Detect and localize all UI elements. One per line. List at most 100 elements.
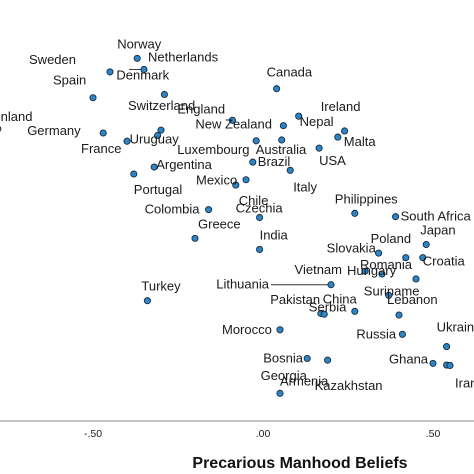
point-switzerland [157,126,165,134]
label-slovakia: Slovakia [327,241,377,256]
label-poland: Poland [371,231,411,246]
label-hungary: Hungary [347,263,397,278]
point-ukraine [443,343,451,351]
leader-lines [129,68,328,286]
point-brazil [249,158,257,166]
label-ireland: Ireland [321,99,361,114]
label-south-africa: South Africa [401,209,472,224]
point-philippines [351,209,359,217]
label-croatia: Croatia [423,254,466,269]
label-bosnia: Bosnia [263,351,304,366]
label-malta: Malta [344,134,377,149]
point-spain [89,94,97,102]
point-malta [334,133,342,141]
label-uruguay: Uruguay [130,131,180,146]
label-romania: Romania [360,257,413,272]
point-uruguay [154,131,162,140]
label-iran: Iran [455,375,474,390]
label-turkey: Turkey [141,279,181,294]
label-netherlands: Netherlands [148,49,219,64]
point-vietnam [378,270,386,278]
point-sweden [106,68,114,76]
x-tick-label: -.50 [84,428,102,440]
label-ghana: Ghana [389,351,429,366]
point-norway [133,54,141,62]
point-georgia [324,356,332,364]
point-armenia [276,389,284,397]
point-chile [232,181,240,189]
point-nepal [341,127,349,135]
point-romania [412,275,420,283]
point-colombia [205,206,213,214]
label-canada: Canada [267,65,313,80]
point-suriname [385,291,393,299]
label-serbia: Serbia [309,299,347,314]
point-japan [422,240,430,249]
label-portugal: Portugal [134,182,183,197]
label-australia: Australia [256,142,307,157]
point-england [228,116,236,124]
label-ukraine: Ukraine [437,320,474,335]
point-czechia [256,213,264,222]
point-lebanon [395,311,403,319]
label-armenia: Armenia [280,373,329,388]
label-kazakhstan: Kazakhstan [315,378,383,393]
point-argentina [150,163,158,171]
point-iran [446,361,454,370]
point-denmark [160,90,168,99]
label-norway: Norway [117,36,162,51]
point-hungary [361,267,369,275]
label-mexico: Mexico [196,173,237,188]
label-nepal: Nepal [300,114,334,129]
point-portugal [130,170,138,178]
label-morocco: Morocco [222,322,272,337]
label-lithuania: Lithuania [216,277,270,292]
label-argentina: Argentina [156,157,212,172]
point-bosnia [303,354,311,363]
point-france [123,137,131,145]
point-russia [398,330,406,338]
label-czechia: Czechia [236,200,284,215]
point-lithuania [327,281,335,289]
x-tick-label: .50 [426,428,441,440]
label-denmark: Denmark [116,67,169,82]
label-vietnam: Vietnam [295,262,342,277]
label-chile: Chile [239,193,269,208]
point-mexico [242,176,250,184]
x-axis-title: Precarious Manhood Beliefs [192,455,407,472]
point-poland [375,249,383,257]
label-germany: Germany [27,123,81,138]
point-pakistan [320,310,328,318]
label-brazil: Brazil [258,154,291,169]
point-luxembourg [252,137,260,145]
label-new-zealand: New Zealand [195,117,272,132]
point-turkey [143,297,151,305]
label-spain: Spain [53,73,86,88]
point-ireland [295,112,303,120]
point-germany [99,129,107,137]
label-france: France [81,141,121,156]
point-greece [191,234,199,242]
x-tick-label: .00 [256,428,271,440]
point-new-zealand [279,122,287,130]
label-suriname: Suriname [364,283,420,298]
point-australia [278,136,286,144]
point-morocco [276,326,284,334]
label-italy: Italy [293,179,317,194]
label-georgia: Georgia [261,368,308,383]
label-philippines: Philippines [335,191,398,206]
point-india [256,245,264,253]
label-switzerland: Switzerland [128,98,195,113]
label-luxembourg: Luxembourg [177,142,249,157]
point-usa [315,144,323,152]
label-russia: Russia [356,326,397,341]
label-greece: Greece [198,216,241,231]
label-india: India [260,227,289,242]
label-england: England [177,101,225,116]
label-china: China [323,291,358,306]
point-canada [273,85,281,93]
label-pakistan: Pakistan [270,292,320,307]
point-netherlands [140,65,148,73]
x-axis-ticks: -.50 .00 .50 [84,428,440,440]
